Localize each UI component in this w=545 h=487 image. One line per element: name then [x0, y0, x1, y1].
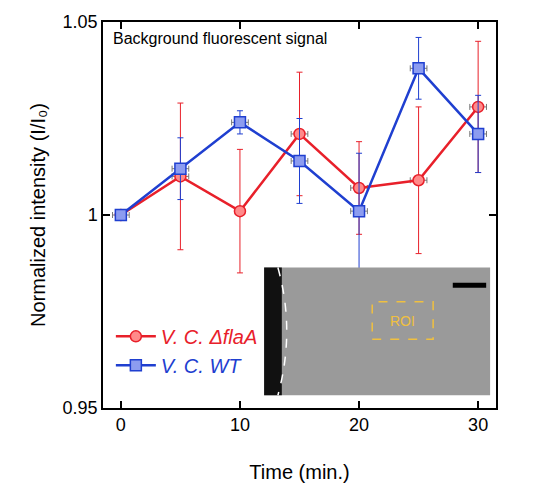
svg-text:1.05: 1.05	[63, 12, 98, 32]
svg-text:Normalized intensity (I/I₀): Normalized intensity (I/I₀)	[27, 103, 49, 327]
svg-text:0: 0	[116, 415, 126, 435]
svg-text:Background fluorescent signal: Background fluorescent signal	[113, 30, 327, 47]
svg-text:30: 30	[468, 415, 488, 435]
svg-text:V. C. WT: V. C. WT	[161, 355, 242, 377]
svg-text:10: 10	[230, 415, 250, 435]
svg-text:0.95: 0.95	[63, 398, 98, 418]
svg-text:Time (min.): Time (min.)	[249, 461, 349, 483]
svg-text:ROI: ROI	[390, 313, 415, 329]
svg-text:V. C. ΔflaA: V. C. ΔflaA	[161, 326, 257, 348]
svg-text:1: 1	[88, 205, 98, 225]
svg-text:20: 20	[349, 415, 369, 435]
